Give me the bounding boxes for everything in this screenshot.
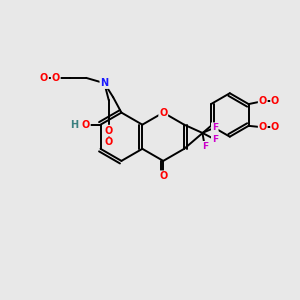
Text: O: O [259, 122, 267, 132]
Text: O: O [105, 137, 113, 147]
Text: O: O [40, 73, 48, 83]
Text: H: H [70, 120, 79, 130]
Text: O: O [159, 108, 167, 118]
Text: O: O [52, 73, 60, 83]
Text: O: O [259, 96, 267, 106]
Text: F: F [212, 135, 218, 144]
Text: O: O [159, 171, 167, 181]
Text: O: O [271, 122, 279, 132]
Text: O: O [82, 120, 90, 130]
Text: O: O [105, 126, 113, 136]
Text: F: F [202, 142, 208, 151]
Text: O: O [271, 96, 279, 106]
Text: F: F [212, 123, 218, 132]
Text: N: N [100, 78, 108, 88]
